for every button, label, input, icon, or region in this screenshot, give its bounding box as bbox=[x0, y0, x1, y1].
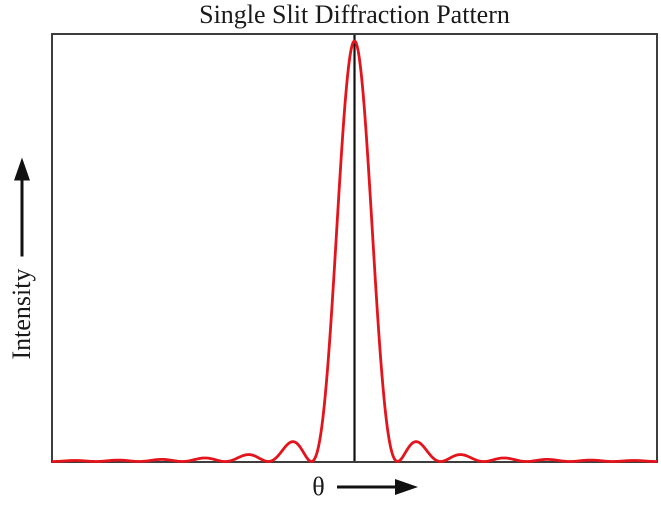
plot-frame bbox=[51, 33, 658, 463]
up-arrow-icon bbox=[14, 157, 30, 257]
y-axis-label: Intensity bbox=[7, 268, 36, 360]
y-axis-label-group: Intensity bbox=[7, 157, 37, 360]
plot-area bbox=[51, 33, 658, 463]
diffraction-curve bbox=[51, 39, 658, 463]
right-arrow-icon bbox=[336, 479, 418, 495]
x-axis-label-group: θ bbox=[62, 472, 661, 502]
x-axis-label: θ bbox=[312, 472, 325, 501]
chart-title: Single Slit Diffraction Pattern bbox=[199, 0, 510, 29]
